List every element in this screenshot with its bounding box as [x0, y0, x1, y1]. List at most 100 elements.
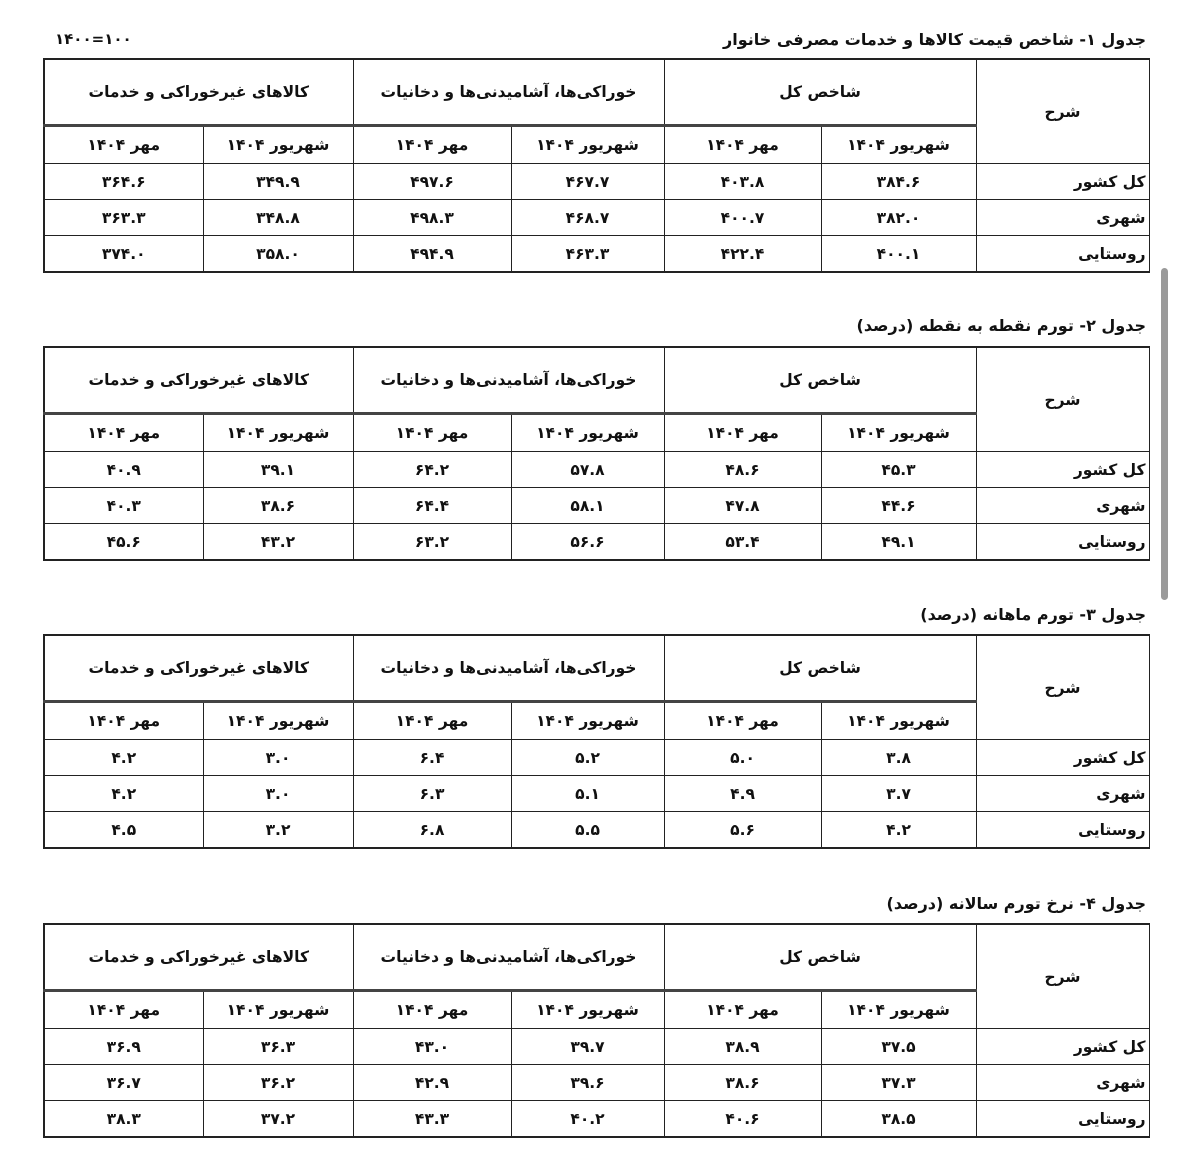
- value-cell: ۴۹۷.۶: [352, 163, 512, 200]
- sub-column-header: مهر ۱۴۰۴: [352, 124, 512, 164]
- value-cell: ۴۰.۶: [663, 1100, 822, 1138]
- sub-column-header: مهر ۱۴۰۴: [352, 412, 512, 452]
- value-cell: ۴۵.۶: [43, 523, 204, 561]
- column-group-header: شاخص کل: [663, 923, 977, 991]
- value-cell: ۵۸.۱: [510, 487, 665, 524]
- sub-column-header: شهریور ۱۴۰۴: [510, 412, 665, 452]
- row-label: شهری: [975, 1064, 1150, 1101]
- value-cell: ۳۸.۹: [663, 1028, 822, 1065]
- column-group-header: خوراکی‌ها، آشامیدنی‌ها و دخانیات: [352, 346, 665, 414]
- value-cell: ۳۹.۷: [510, 1028, 665, 1065]
- column-group-header: خوراکی‌ها، آشامیدنی‌ها و دخانیات: [352, 58, 665, 126]
- value-cell: ۶.۸: [352, 811, 512, 849]
- value-cell: ۶۳.۲: [352, 523, 512, 561]
- value-cell: ۳۶۳.۳: [43, 199, 204, 236]
- row-header: شرح: [975, 346, 1150, 452]
- value-cell: ۵۶.۶: [510, 523, 665, 561]
- value-cell: ۴۵.۳: [820, 451, 977, 488]
- row-header: شرح: [975, 634, 1150, 740]
- value-cell: ۳۶.۲: [202, 1064, 354, 1101]
- data-table-4: شرح شاخص کل خوراکی‌ها، آشامیدنی‌ها و دخانی…: [43, 923, 1150, 1138]
- value-cell: ۳۸.۶: [663, 1064, 822, 1101]
- sub-column-header: مهر ۱۴۰۴: [352, 700, 512, 740]
- value-cell: ۳۶.۹: [43, 1028, 204, 1065]
- row-label: روستایی: [975, 523, 1150, 561]
- value-cell: ۳۹.۱: [202, 451, 354, 488]
- value-cell: ۳۶۴.۶: [43, 163, 204, 200]
- column-group-header: کالاهای غیرخوراکی و خدمات: [43, 346, 354, 414]
- data-table-3: شرح شاخص کل خوراکی‌ها، آشامیدنی‌ها و دخانی…: [43, 634, 1150, 849]
- value-cell: ۳۸.۶: [202, 487, 354, 524]
- table-row: روستایی ۴۹.۱ ۵۳.۴ ۵۶.۶ ۶۳.۲ ۴۳.۲ ۴۵.۶: [43, 523, 1150, 561]
- value-cell: ۴.۲: [43, 775, 204, 812]
- value-cell: ۵۷.۸: [510, 451, 665, 488]
- value-cell: ۴۲۲.۴: [663, 235, 822, 273]
- column-group-header: شاخص کل: [663, 634, 977, 702]
- value-cell: ۴۴.۶: [820, 487, 977, 524]
- value-cell: ۳۹.۶: [510, 1064, 665, 1101]
- value-cell: ۳.۸: [820, 739, 977, 776]
- value-cell: ۴.۲: [43, 739, 204, 776]
- sub-column-header: شهریور ۱۴۰۴: [202, 989, 354, 1029]
- sub-column-header: مهر ۱۴۰۴: [663, 700, 822, 740]
- value-cell: ۴۶۷.۷: [510, 163, 665, 200]
- value-cell: ۵.۵: [510, 811, 665, 849]
- value-cell: ۳۷.۵: [820, 1028, 977, 1065]
- value-cell: ۳۸.۳: [43, 1100, 204, 1138]
- table-row: شهری ۳۷.۳ ۳۸.۶ ۳۹.۶ ۴۲.۹ ۳۶.۲ ۳۶.۷: [43, 1064, 1150, 1101]
- value-cell: ۴۰۰.۷: [663, 199, 822, 236]
- scrollbar[interactable]: [1161, 268, 1168, 600]
- row-label: روستایی: [975, 1100, 1150, 1138]
- table-row: شهری ۴۴.۶ ۴۷.۸ ۵۸.۱ ۶۴.۴ ۳۸.۶ ۴۰.۳: [43, 487, 1150, 524]
- sub-column-header: مهر ۱۴۰۴: [663, 989, 822, 1029]
- value-cell: ۴.۹: [663, 775, 822, 812]
- value-cell: ۴۳.۲: [202, 523, 354, 561]
- value-cell: ۴۳.۳: [352, 1100, 512, 1138]
- value-cell: ۴۹۴.۹: [352, 235, 512, 273]
- table-row: کل کشور ۴۵.۳ ۴۸.۶ ۵۷.۸ ۶۴.۲ ۳۹.۱ ۴۰.۹: [43, 451, 1150, 488]
- value-cell: ۳۸۲.۰: [820, 199, 977, 236]
- sub-header-row: شهریور ۱۴۰۴ مهر ۱۴۰۴ شهریور ۱۴۰۴ مهر ۱۴۰۴ شه…: [43, 700, 1149, 740]
- value-cell: ۴۶۸.۷: [510, 199, 665, 236]
- value-cell: ۳۵۸.۰: [202, 235, 354, 273]
- value-cell: ۳۴۸.۸: [202, 199, 354, 236]
- table-title: جدول ۱- شاخص قیمت کالاها و خدمات مصرفی خ…: [723, 30, 1146, 49]
- sub-column-header: شهریور ۱۴۰۴: [510, 124, 665, 164]
- group-header-row: شرح شاخص کل خوراکی‌ها، آشامیدنی‌ها و دخانی…: [43, 923, 1150, 1029]
- value-cell: ۳.۰: [202, 739, 354, 776]
- column-group-header: کالاهای غیرخوراکی و خدمات: [43, 923, 354, 991]
- value-cell: ۴۰.۳: [43, 487, 204, 524]
- table-row: روستایی ۳۸.۵ ۴۰.۶ ۴۰.۲ ۴۳.۳ ۳۷.۲ ۳۸.۳: [43, 1100, 1150, 1138]
- sub-column-header: شهریور ۱۴۰۴: [202, 124, 354, 164]
- sub-column-header: شهریور ۱۴۰۴: [202, 412, 354, 452]
- row-label: شهری: [975, 487, 1150, 524]
- value-cell: ۳.۰: [202, 775, 354, 812]
- value-cell: ۵.۱: [510, 775, 665, 812]
- row-label: کل کشور: [975, 739, 1150, 776]
- table-row: شهری ۳۸۲.۰ ۴۰۰.۷ ۴۶۸.۷ ۴۹۸.۳ ۳۴۸.۸ ۳۶۳.۳: [43, 199, 1150, 236]
- row-header: شرح: [975, 923, 1150, 1029]
- value-cell: ۴۰۳.۸: [663, 163, 822, 200]
- sub-column-header: شهریور ۱۴۰۴: [820, 989, 977, 1029]
- sub-column-header: مهر ۱۴۰۴: [352, 989, 512, 1029]
- sub-column-header: مهر ۱۴۰۴: [43, 124, 204, 164]
- value-cell: ۳۸۴.۶: [820, 163, 977, 200]
- row-header: شرح: [975, 58, 1150, 164]
- column-group-header: خوراکی‌ها، آشامیدنی‌ها و دخانیات: [352, 923, 665, 991]
- base-year-note: ۱۴۰۰=۱۰۰: [55, 30, 132, 48]
- value-cell: ۳۷.۳: [820, 1064, 977, 1101]
- sub-column-header: مهر ۱۴۰۴: [43, 412, 204, 452]
- value-cell: ۴۹۸.۳: [352, 199, 512, 236]
- value-cell: ۳۶.۷: [43, 1064, 204, 1101]
- value-cell: ۳۶.۳: [202, 1028, 354, 1065]
- value-cell: ۴۳.۰: [352, 1028, 512, 1065]
- value-cell: ۳.۲: [202, 811, 354, 849]
- row-label: شهری: [975, 775, 1150, 812]
- sub-column-header: مهر ۱۴۰۴: [663, 124, 822, 164]
- row-label: کل کشور: [975, 1028, 1150, 1065]
- group-header-row: شرح شاخص کل خوراکی‌ها، آشامیدنی‌ها و دخانی…: [43, 346, 1150, 452]
- sub-column-header: شهریور ۱۴۰۴: [510, 700, 665, 740]
- table-title: جدول ۴- نرخ تورم سالانه (درصد): [886, 894, 1146, 913]
- row-label: کل کشور: [975, 451, 1150, 488]
- sub-column-header: مهر ۱۴۰۴: [663, 412, 822, 452]
